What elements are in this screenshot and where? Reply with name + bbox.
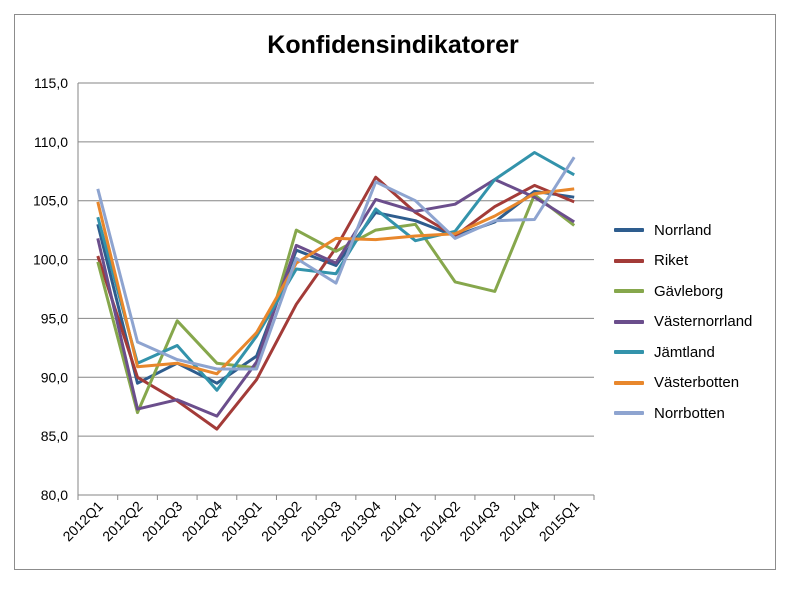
chart-title: Konfidensindikatorer [267, 31, 519, 59]
x-tick-label: 2013Q3 [298, 498, 345, 545]
x-tick-label: 2014Q4 [496, 498, 543, 545]
x-tick-label: 2013Q1 [218, 498, 265, 545]
series-line [96, 187, 575, 376]
y-tick-label: 110,0 [34, 134, 68, 150]
y-tick-label: 115,0 [34, 75, 68, 91]
legend-item: Jämtland [614, 337, 752, 368]
x-tick-label: 2012Q1 [59, 498, 106, 545]
x-tick-label: 2012Q2 [99, 498, 146, 545]
x-tick-label: 2013Q4 [337, 498, 384, 545]
x-tick-label: 2012Q4 [178, 498, 225, 545]
legend-label: Västernorrland [654, 313, 753, 331]
legend-item: Norrland [614, 215, 752, 246]
legend-swatch [614, 350, 644, 355]
legend-swatch [614, 319, 644, 324]
x-tick-label: 2013Q2 [258, 498, 305, 545]
y-tick-label: 105,0 [33, 193, 68, 209]
x-tick-label: 2012Q3 [139, 498, 186, 545]
series-line [96, 156, 576, 371]
chart-frame [14, 14, 776, 570]
y-tick-label: 85,0 [41, 428, 68, 444]
x-tick-label: 2014Q1 [377, 498, 424, 545]
x-tick-label: 2014Q3 [456, 498, 503, 545]
gridlines [78, 82, 594, 496]
legend: Norrland Riket Gävleborg Västernorrland Jämt… [614, 215, 752, 429]
legend-swatch [614, 289, 644, 294]
axes: 80,0 85,0 90,0 95,0 100,0 105,0 110,0 115,0 2012… [33, 75, 595, 545]
series-lines [96, 151, 576, 431]
legend-label: Norrland [654, 221, 712, 239]
legend-swatch [614, 228, 644, 233]
legend-swatch [614, 258, 644, 263]
x-tick-label: 2014Q2 [417, 498, 464, 545]
legend-label: Västerbotten [654, 374, 740, 392]
legend-swatch [614, 411, 644, 416]
legend-label: Norrbotten [654, 404, 725, 422]
legend-label: Riket [654, 252, 689, 270]
x-tick-label: 2015Q1 [536, 498, 583, 545]
series-line [96, 151, 575, 392]
y-tick-label: 95,0 [41, 310, 68, 326]
legend-item: Gävleborg [614, 276, 752, 307]
legend-item: Västernorrland [614, 307, 752, 338]
y-tick-label: 90,0 [41, 369, 68, 385]
y-tick-label: 80,0 [41, 487, 68, 503]
legend-item: Riket [614, 246, 752, 277]
legend-item: Norrbotten [614, 398, 752, 429]
legend-item: Västerbotten [614, 368, 752, 399]
series-line [96, 193, 576, 415]
legend-swatch [614, 380, 644, 385]
y-tick-label: 100,0 [33, 252, 68, 268]
legend-label: Jämtland [654, 343, 715, 361]
legend-label: Gävleborg [654, 282, 724, 300]
